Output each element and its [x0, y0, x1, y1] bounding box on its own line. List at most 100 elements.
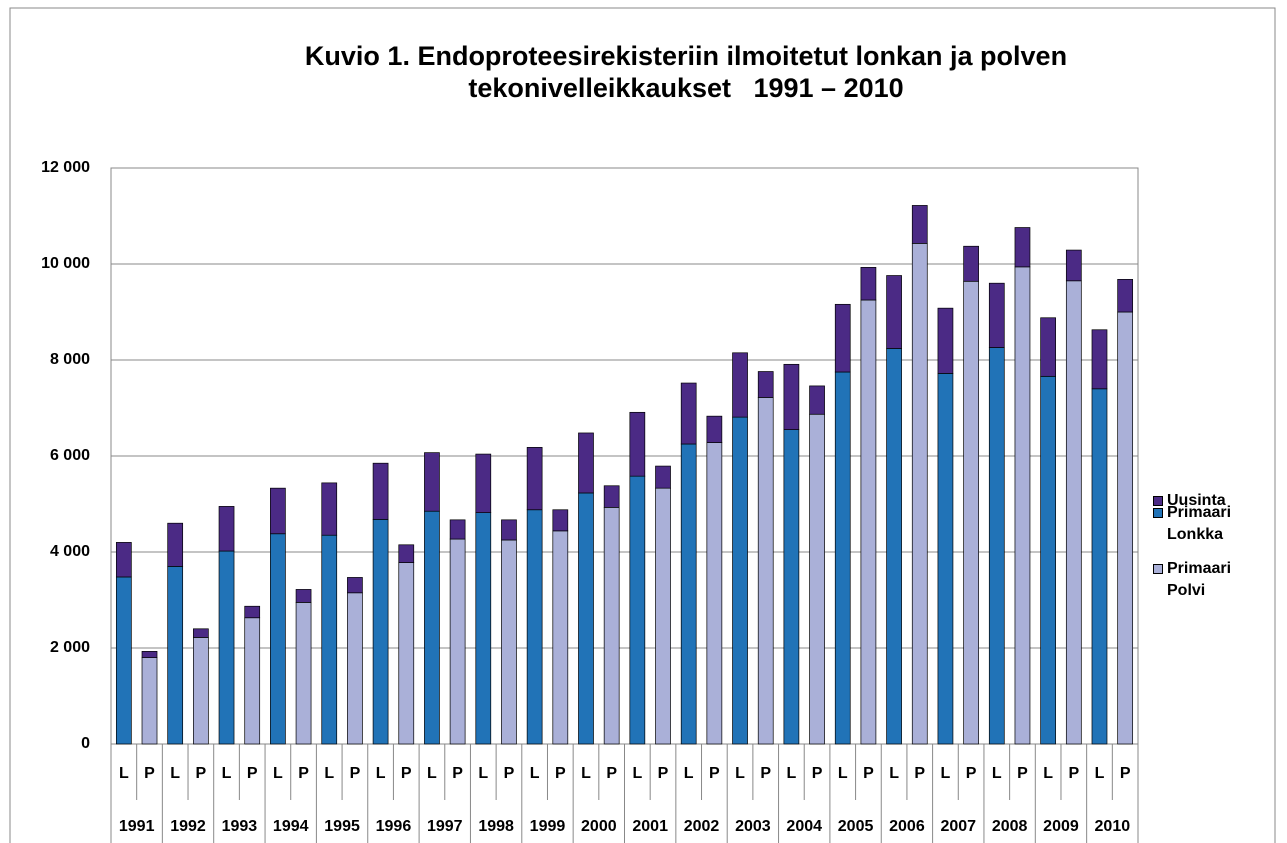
bar-segment	[757, 371, 774, 398]
bar-segment	[1040, 317, 1056, 377]
x-group-label: 2007	[940, 818, 976, 835]
x-group-label: 2006	[889, 818, 925, 835]
chart-border	[9, 7, 1276, 843]
x-tick-label: L	[889, 765, 899, 782]
bar-segment	[475, 453, 492, 513]
x-tick-label: L	[427, 765, 437, 782]
legend-item: Uusinta	[1153, 490, 1257, 512]
bar-segment	[475, 512, 492, 745]
x-tick-label: L	[786, 765, 796, 782]
x-tick-label: P	[1120, 765, 1131, 782]
bar-segment	[398, 562, 415, 745]
x-tick-label: P	[760, 765, 771, 782]
x-group-label: 2008	[992, 818, 1028, 835]
x-group-label: 2010	[1095, 818, 1131, 835]
bar-segment	[1117, 311, 1134, 745]
bar-segment	[526, 509, 543, 745]
bar-segment	[1040, 375, 1056, 745]
bar-segment	[886, 275, 902, 349]
x-tick-label: P	[658, 765, 669, 782]
bar-segment	[193, 628, 209, 638]
bar-segment	[501, 539, 517, 745]
bar-segment	[732, 416, 748, 745]
bar-segment	[988, 347, 1005, 745]
x-tick-label: P	[401, 765, 412, 782]
bar-segment	[141, 651, 158, 658]
x-tick-label: P	[452, 765, 463, 782]
x-group-label: 2009	[1043, 818, 1079, 835]
x-tick-label: P	[606, 765, 617, 782]
legend-swatch	[1153, 508, 1163, 518]
bar-segment	[988, 282, 1005, 348]
bar-segment	[295, 602, 312, 745]
x-tick-label: P	[966, 765, 977, 782]
bar-segment	[347, 577, 363, 594]
bar-segment	[321, 482, 338, 536]
x-tick-label: P	[1017, 765, 1028, 782]
bar-segment	[706, 442, 723, 745]
x-tick-label: L	[376, 765, 386, 782]
bar-segment	[680, 443, 697, 745]
legend-label: Uusinta	[1167, 492, 1226, 509]
x-tick-label: P	[863, 765, 874, 782]
bar-segment	[911, 205, 928, 244]
bar-segment	[629, 411, 646, 477]
bar-segment	[424, 452, 440, 512]
bar-segment	[834, 303, 851, 373]
bar-segment	[501, 519, 517, 541]
bar-segment	[860, 299, 877, 745]
x-tick-label: L	[632, 765, 642, 782]
x-tick-label: P	[298, 765, 309, 782]
x-tick-label: P	[247, 765, 258, 782]
x-tick-label: L	[222, 765, 232, 782]
x-group-label: 1998	[478, 818, 514, 835]
bar-segment	[1014, 266, 1031, 745]
bar-segment	[732, 352, 748, 418]
x-tick-label: L	[530, 765, 540, 782]
bar-segment	[834, 371, 851, 745]
bar-segment	[578, 492, 594, 745]
chart-title: Kuvio 1. Endoproteesirekisteriin ilmoite…	[304, 41, 1075, 103]
x-group-label: 1994	[273, 818, 309, 835]
x-group-label: 2002	[684, 818, 720, 835]
x-tick-label: L	[992, 765, 1002, 782]
bar-segment	[937, 373, 954, 745]
legend-item: Primaari Lonkka	[1153, 502, 1231, 546]
bar-segment	[1065, 249, 1082, 282]
x-group-label: 2003	[735, 818, 771, 835]
bar-segment	[655, 487, 671, 745]
bar-segment	[1091, 329, 1108, 390]
x-group-label: 1999	[530, 818, 566, 835]
y-tick-label: 8 000	[50, 351, 90, 368]
bar-segment	[809, 385, 825, 415]
bar-segment	[449, 538, 466, 745]
x-tick-label: P	[196, 765, 207, 782]
y-tick-label: 12 000	[41, 159, 90, 176]
x-tick-label: L	[1043, 765, 1053, 782]
legend-label: Primaari Polvi	[1167, 560, 1232, 599]
legend-swatch	[1153, 496, 1163, 506]
x-tick-label: L	[735, 765, 745, 782]
y-tick-label: 0	[81, 735, 90, 752]
bar-segment	[937, 307, 954, 374]
x-group-label: 1992	[170, 818, 206, 835]
bar-segment	[372, 519, 389, 745]
x-tick-label: L	[478, 765, 488, 782]
bar-segment	[244, 617, 261, 745]
bar-segment	[757, 397, 774, 745]
bar-segment	[809, 413, 825, 745]
bar-segment	[321, 534, 338, 745]
bar-segment	[680, 382, 697, 445]
bar-segment	[449, 519, 466, 540]
x-tick-label: L	[324, 765, 334, 782]
legend-item: Primaari Polvi	[1153, 558, 1232, 602]
bar-segment	[783, 363, 800, 430]
x-tick-label: L	[170, 765, 180, 782]
bar-segment	[218, 550, 235, 745]
bar-segment	[270, 487, 286, 535]
bar-segment	[603, 485, 620, 508]
x-tick-label: L	[119, 765, 129, 782]
bar-segment	[1117, 279, 1134, 313]
